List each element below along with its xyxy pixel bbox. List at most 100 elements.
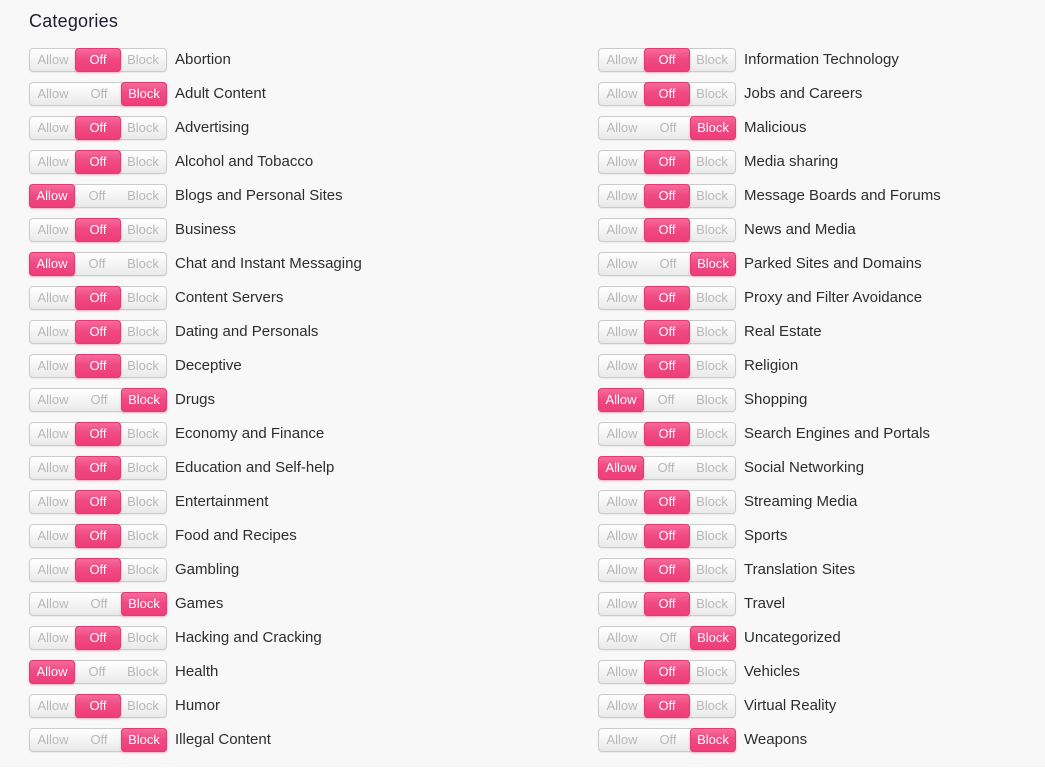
off-button[interactable]: Off [75, 218, 121, 242]
off-button[interactable]: Off [75, 490, 121, 514]
block-button[interactable]: Block [689, 83, 735, 105]
allow-button[interactable]: Allow [30, 423, 76, 445]
allow-button[interactable]: Allow [30, 355, 76, 377]
off-button[interactable]: Off [76, 83, 122, 105]
allow-button[interactable]: Allow [599, 151, 645, 173]
allow-button[interactable]: Allow [30, 83, 76, 105]
allow-button[interactable]: Allow [30, 389, 76, 411]
block-button[interactable]: Block [120, 525, 166, 547]
block-button[interactable]: Block [120, 321, 166, 343]
allow-button[interactable]: Allow [30, 729, 76, 751]
off-button[interactable]: Off [75, 354, 121, 378]
allow-button[interactable]: Allow [29, 252, 75, 276]
allow-button[interactable]: Allow [599, 83, 645, 105]
allow-button[interactable]: Allow [30, 321, 76, 343]
allow-button[interactable]: Allow [599, 593, 645, 615]
allow-button[interactable]: Allow [29, 184, 75, 208]
off-button[interactable]: Off [644, 422, 690, 446]
allow-button[interactable]: Allow [30, 117, 76, 139]
allow-button[interactable]: Allow [29, 660, 75, 684]
block-button[interactable]: Block [121, 82, 167, 106]
off-button[interactable]: Off [644, 218, 690, 242]
allow-button[interactable]: Allow [598, 388, 644, 412]
allow-button[interactable]: Allow [30, 151, 76, 173]
block-button[interactable]: Block [690, 728, 736, 752]
off-button[interactable]: Off [645, 627, 691, 649]
block-button[interactable]: Block [689, 185, 735, 207]
allow-button[interactable]: Allow [598, 456, 644, 480]
allow-button[interactable]: Allow [599, 423, 645, 445]
off-button[interactable]: Off [644, 558, 690, 582]
block-button[interactable]: Block [689, 423, 735, 445]
off-button[interactable]: Off [644, 524, 690, 548]
block-button[interactable]: Block [120, 559, 166, 581]
off-button[interactable]: Off [644, 592, 690, 616]
block-button[interactable]: Block [121, 728, 167, 752]
allow-button[interactable]: Allow [30, 287, 76, 309]
block-button[interactable]: Block [120, 457, 166, 479]
allow-button[interactable]: Allow [30, 219, 76, 241]
block-button[interactable]: Block [689, 151, 735, 173]
allow-button[interactable]: Allow [599, 287, 645, 309]
off-button[interactable]: Off [75, 286, 121, 310]
allow-button[interactable]: Allow [599, 559, 645, 581]
off-button[interactable]: Off [76, 389, 122, 411]
allow-button[interactable]: Allow [599, 491, 645, 513]
allow-button[interactable]: Allow [599, 185, 645, 207]
block-button[interactable]: Block [120, 491, 166, 513]
allow-button[interactable]: Allow [599, 219, 645, 241]
off-button[interactable]: Off [75, 320, 121, 344]
off-button[interactable]: Off [74, 253, 120, 275]
off-button[interactable]: Off [644, 354, 690, 378]
allow-button[interactable]: Allow [599, 253, 645, 275]
block-button[interactable]: Block [689, 321, 735, 343]
off-button[interactable]: Off [644, 82, 690, 106]
allow-button[interactable]: Allow [30, 49, 76, 71]
off-button[interactable]: Off [74, 661, 120, 683]
block-button[interactable]: Block [120, 287, 166, 309]
allow-button[interactable]: Allow [599, 355, 645, 377]
block-button[interactable]: Block [120, 355, 166, 377]
block-button[interactable]: Block [120, 49, 166, 71]
block-button[interactable]: Block [689, 695, 735, 717]
block-button[interactable]: Block [689, 491, 735, 513]
block-button[interactable]: Block [689, 219, 735, 241]
off-button[interactable]: Off [644, 320, 690, 344]
block-button[interactable]: Block [120, 253, 166, 275]
block-button[interactable]: Block [690, 116, 736, 140]
off-button[interactable]: Off [75, 456, 121, 480]
block-button[interactable]: Block [120, 423, 166, 445]
allow-button[interactable]: Allow [30, 695, 76, 717]
allow-button[interactable]: Allow [30, 593, 76, 615]
allow-button[interactable]: Allow [30, 559, 76, 581]
block-button[interactable]: Block [689, 593, 735, 615]
off-button[interactable]: Off [76, 729, 122, 751]
block-button[interactable]: Block [120, 219, 166, 241]
block-button[interactable]: Block [120, 151, 166, 173]
allow-button[interactable]: Allow [599, 627, 645, 649]
allow-button[interactable]: Allow [30, 627, 76, 649]
off-button[interactable]: Off [644, 694, 690, 718]
allow-button[interactable]: Allow [599, 117, 645, 139]
off-button[interactable]: Off [75, 48, 121, 72]
block-button[interactable]: Block [689, 389, 735, 411]
block-button[interactable]: Block [120, 117, 166, 139]
block-button[interactable]: Block [120, 661, 166, 683]
block-button[interactable]: Block [689, 287, 735, 309]
block-button[interactable]: Block [689, 661, 735, 683]
off-button[interactable]: Off [644, 490, 690, 514]
block-button[interactable]: Block [689, 559, 735, 581]
allow-button[interactable]: Allow [30, 457, 76, 479]
off-button[interactable]: Off [645, 253, 691, 275]
off-button[interactable]: Off [645, 729, 691, 751]
off-button[interactable]: Off [75, 558, 121, 582]
off-button[interactable]: Off [75, 524, 121, 548]
block-button[interactable]: Block [121, 592, 167, 616]
block-button[interactable]: Block [121, 388, 167, 412]
off-button[interactable]: Off [75, 694, 121, 718]
block-button[interactable]: Block [689, 355, 735, 377]
off-button[interactable]: Off [645, 117, 691, 139]
off-button[interactable]: Off [76, 593, 122, 615]
block-button[interactable]: Block [689, 49, 735, 71]
off-button[interactable]: Off [74, 185, 120, 207]
